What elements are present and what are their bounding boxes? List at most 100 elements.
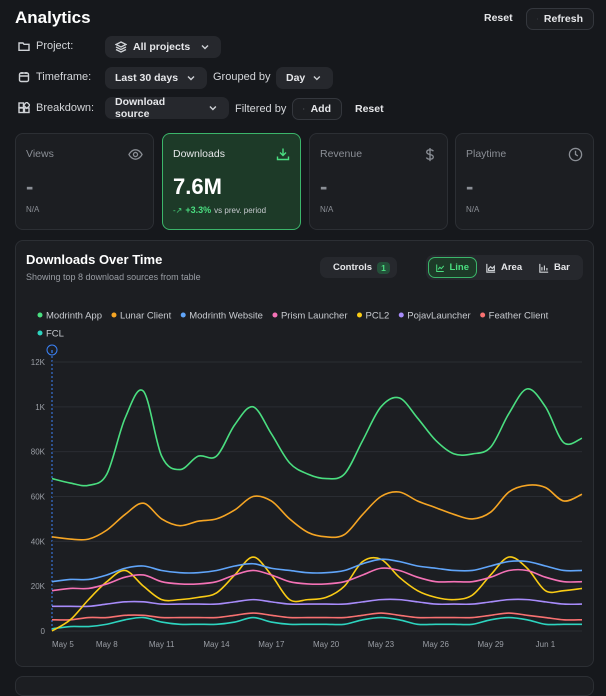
x-tick-label: May 17 — [258, 640, 285, 649]
refresh-button[interactable]: Refresh — [526, 8, 594, 30]
legend-item: Feather Client — [480, 311, 549, 322]
stat-label: Views — [26, 148, 54, 160]
legend-label: Lunar Client — [120, 311, 172, 322]
text: Line — [449, 262, 469, 273]
chart-subtitle: Showing top 8 download sources from tabl… — [26, 272, 201, 282]
stat-value: 7.6M — [173, 174, 222, 199]
text: Controls — [333, 262, 373, 273]
mode-bar[interactable]: Bar — [532, 257, 581, 278]
chart-card — [15, 240, 594, 667]
text: Add — [310, 103, 331, 115]
stat-label: Revenue — [320, 148, 363, 160]
timeframe-select[interactable]: Last 30 days — [105, 67, 207, 89]
y-tick-label: 60K — [31, 493, 46, 502]
text: Area — [501, 262, 523, 273]
legend-item: Modrinth App — [37, 311, 102, 322]
text: Timeframe: — [36, 71, 92, 83]
stat-note: vs prev. period — [214, 205, 267, 215]
legend-item: Modrinth Website — [180, 311, 263, 322]
text: Breakdown: — [36, 102, 95, 114]
grouped-label: Grouped by — [213, 71, 271, 83]
legend-label: Modrinth App — [46, 311, 102, 322]
y-tick-label: 0 — [41, 627, 46, 636]
series-line — [51, 484, 583, 541]
chart-title: Downloads Over Time — [26, 252, 163, 267]
line-chart: Modrinth App Lunar Client Modrinth Website… — [31, 311, 583, 649]
legend-swatch — [180, 312, 186, 318]
legend-swatch — [37, 312, 43, 318]
x-tick-label: May 26 — [423, 640, 450, 649]
stat-value: - — [26, 174, 34, 199]
stat-note: N/A — [466, 205, 480, 214]
series-line — [51, 612, 583, 621]
legend-swatch — [37, 330, 43, 336]
text: Download source — [115, 96, 166, 120]
legend-item: PojavLauncher — [398, 311, 471, 322]
stat-note: N/A — [26, 205, 40, 214]
series-line — [52, 598, 583, 608]
legend-swatch — [111, 312, 117, 318]
series-line — [51, 388, 583, 487]
legend-label: Modrinth Website — [189, 311, 263, 322]
legend-label: FCL — [46, 329, 64, 340]
mode-switch: Line Area Bar — [426, 255, 583, 280]
series-line — [51, 616, 582, 630]
project-select[interactable]: All projects — [105, 36, 221, 58]
x-tick-label: Jun 1 — [536, 640, 556, 649]
stat-change: -↗ +3.3% vs prev. period — [173, 205, 267, 215]
breakdown-label: Breakdown: — [18, 98, 94, 118]
y-tick-label: 1K — [35, 403, 45, 412]
legend-swatch — [480, 312, 486, 318]
text: Last 30 days — [115, 72, 179, 84]
x-tick-label: May 11 — [149, 640, 175, 649]
legend-label: Feather Client — [489, 311, 549, 322]
y-tick-label: 40K — [31, 537, 46, 546]
series-line — [51, 558, 583, 583]
filtered-label: Filtered by — [235, 103, 287, 115]
mode-line[interactable]: Line — [428, 257, 477, 278]
timeframe-label: Timeframe: — [18, 67, 91, 87]
legend-swatch — [272, 312, 278, 318]
x-tick-label: May 29 — [478, 640, 505, 649]
legend-item: PCL2 — [357, 311, 389, 322]
legend-item: Lunar Client — [111, 311, 172, 322]
refresh-label: Refresh — [543, 13, 583, 25]
group-select[interactable]: Day — [276, 67, 333, 89]
text: Project: — [36, 40, 74, 52]
add-filter-button[interactable]: Add — [292, 98, 342, 120]
stat-label: Downloads — [173, 148, 225, 160]
stat-card[interactable]: Downloads 7.6M -↗ +3.3% vs prev. period — [162, 133, 301, 230]
x-tick-label: May 14 — [203, 640, 230, 649]
controls-button[interactable]: Controls 1 — [320, 257, 397, 278]
breakdown-select[interactable]: Download source — [105, 96, 229, 120]
mode-area[interactable]: Area — [479, 257, 530, 278]
stat-card[interactable]: Playtime - N/A — [455, 133, 594, 230]
legend-item: Prism Launcher — [272, 311, 348, 322]
y-tick-label: 12K — [31, 358, 46, 367]
stat-note: N/A — [320, 205, 334, 214]
stat-value: - — [466, 174, 474, 199]
legend-label: PojavLauncher — [407, 311, 470, 322]
stat-label: Playtime — [466, 148, 507, 160]
controls-count: 1 — [377, 261, 390, 274]
y-tick-label: 80K — [31, 448, 46, 457]
x-tick-label: May 5 — [52, 640, 74, 649]
legend-label: PCL2 — [366, 311, 390, 322]
refresh-icon — [537, 18, 538, 20]
x-tick-label: May 8 — [96, 640, 118, 649]
page-title: Analytics — [15, 8, 91, 27]
legend-swatch — [398, 312, 404, 318]
series-line — [51, 556, 583, 632]
stat-value: - — [320, 174, 328, 199]
text: Day — [286, 72, 306, 84]
text: Bar — [554, 262, 570, 273]
legend-item: FCL — [37, 329, 64, 340]
reset-filters[interactable]: Reset — [355, 103, 384, 115]
stat-card[interactable]: Views - N/A — [15, 133, 154, 230]
series-line — [51, 567, 583, 592]
stat-card[interactable]: Revenue - N/A — [309, 133, 448, 230]
reset-button[interactable]: Reset — [484, 12, 513, 24]
change-value: +3.3% — [185, 205, 212, 215]
x-tick-label: May 23 — [368, 640, 395, 649]
project-label: Project: — [18, 36, 73, 56]
